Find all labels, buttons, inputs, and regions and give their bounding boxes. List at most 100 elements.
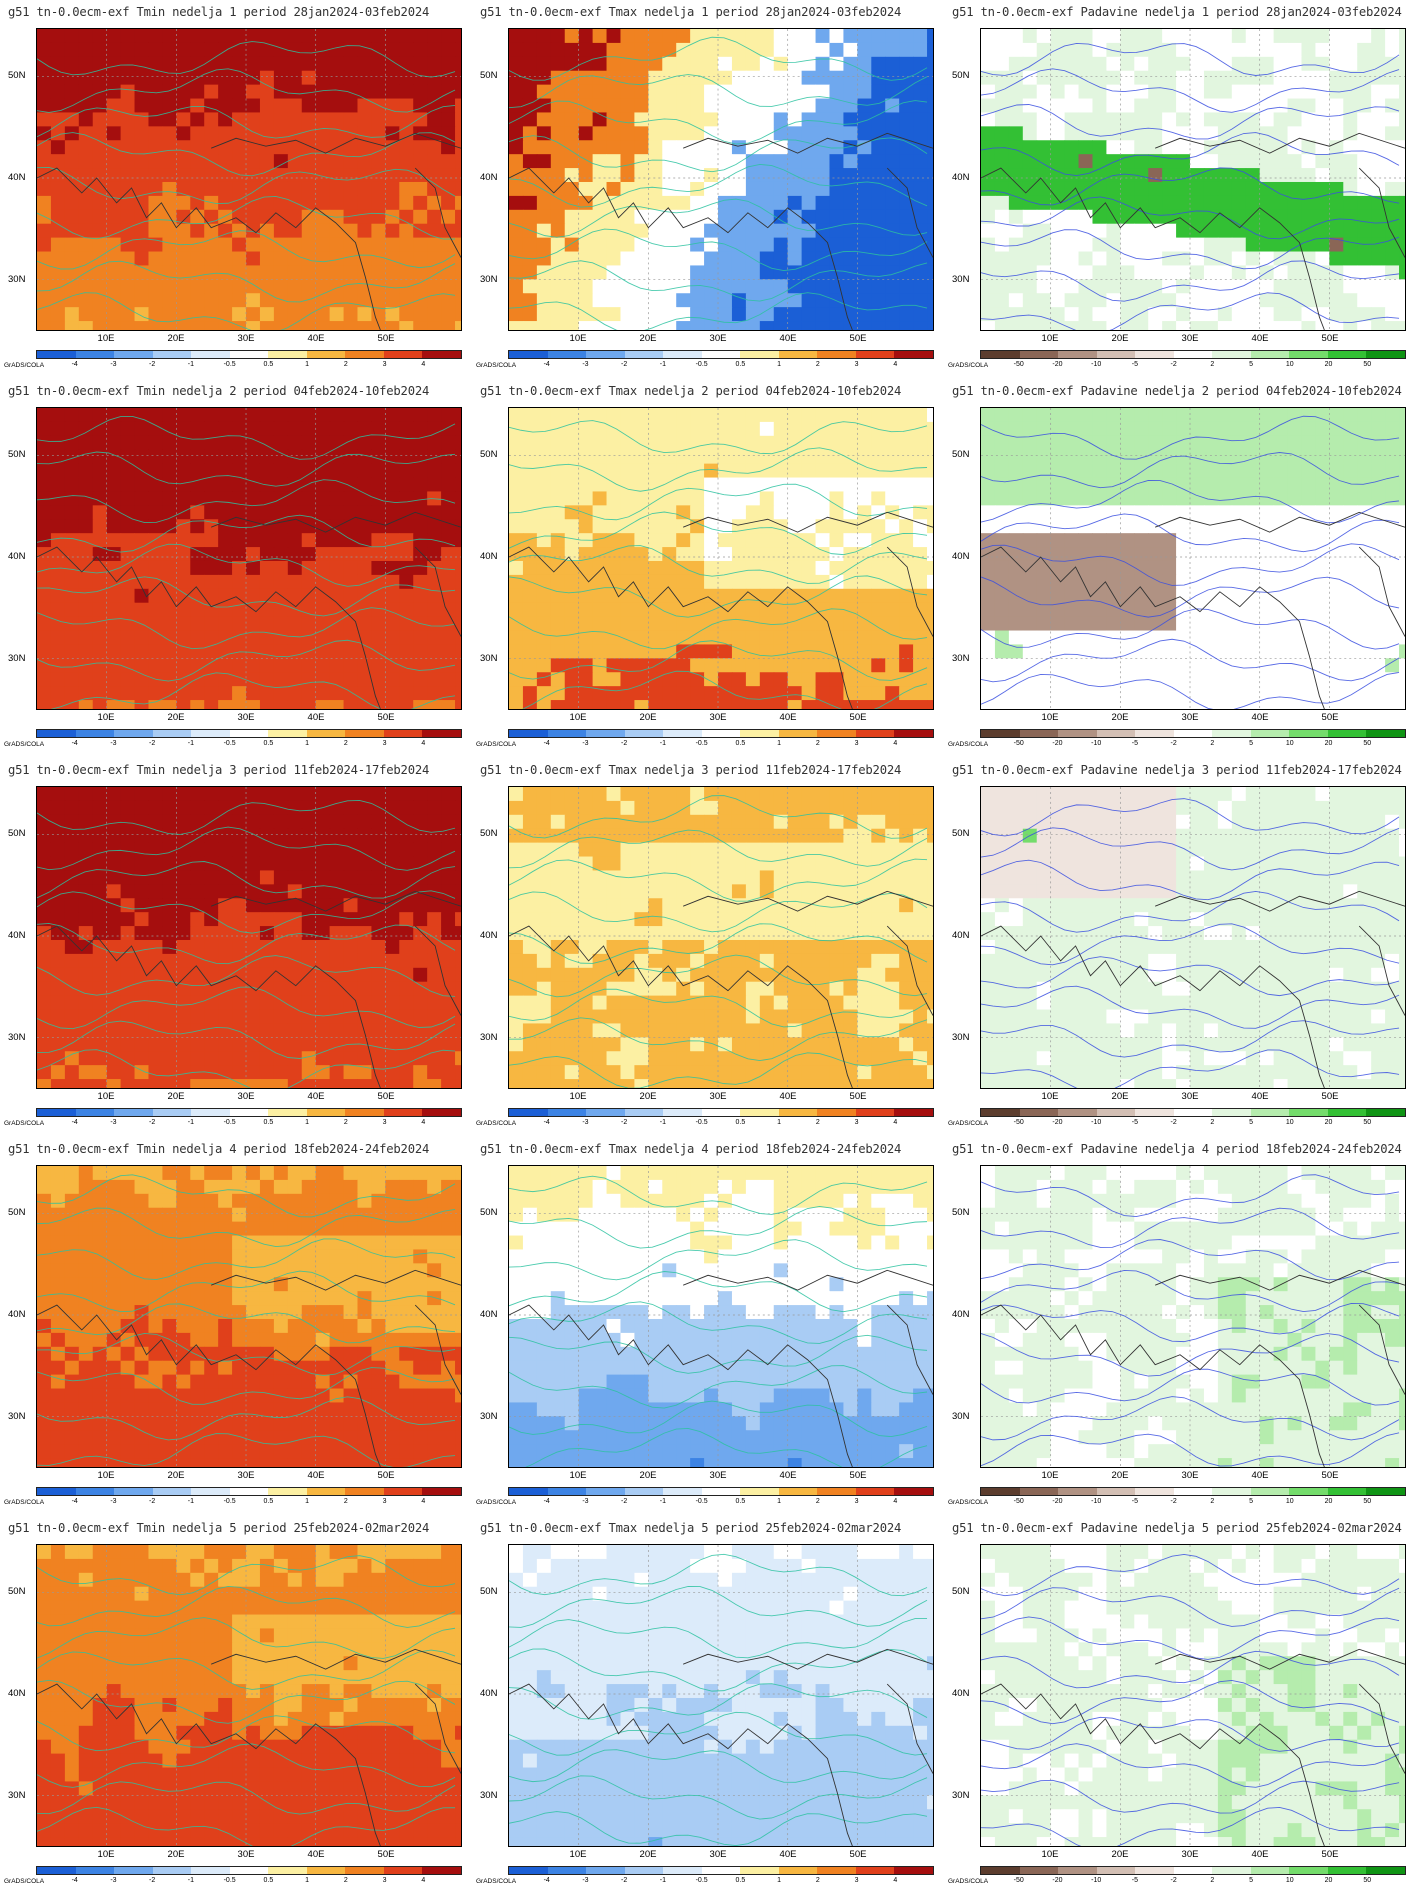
- field-cell: [357, 435, 372, 451]
- field-cell: [913, 588, 928, 604]
- field-cell: [78, 126, 94, 141]
- field-cell: [1050, 700, 1066, 709]
- field-cell: [1315, 84, 1330, 100]
- field-cell: [1287, 112, 1302, 127]
- field-cell: [857, 686, 872, 701]
- colorbar-swatch: [114, 730, 153, 737]
- field-cell: [1190, 700, 1205, 709]
- colorbar: [508, 729, 934, 738]
- field-cell: [441, 519, 456, 534]
- field-cell: [1120, 463, 1135, 479]
- field-cell: [1022, 279, 1038, 294]
- field-cell: [120, 181, 136, 197]
- field-cell: [427, 856, 442, 871]
- field-cell: [134, 939, 149, 955]
- field-cell: [1217, 672, 1233, 687]
- field-cell: [843, 435, 858, 451]
- field-cell: [620, 112, 635, 127]
- field-cell: [773, 672, 789, 687]
- field-cell: [1301, 449, 1316, 465]
- field-cell: [413, 533, 428, 548]
- field-cell: [913, 616, 928, 632]
- field-cell: [927, 644, 933, 659]
- field-cell: [759, 42, 775, 58]
- field-cell: [1064, 321, 1080, 330]
- field-cell: [120, 154, 136, 169]
- field-cell: [620, 421, 635, 437]
- field-cell: [190, 870, 205, 885]
- field-cell: [204, 939, 219, 955]
- field-cell: [773, 463, 789, 479]
- field-cell: [385, 408, 400, 423]
- field-cell: [1050, 463, 1066, 479]
- field-cell: [120, 265, 136, 280]
- field-cell: [218, 42, 233, 58]
- field-cell: [843, 408, 858, 423]
- field-cell: [1231, 56, 1247, 72]
- field-cell: [994, 588, 1010, 604]
- colorbar-label: 3: [854, 361, 859, 368]
- field-cell: [745, 321, 761, 330]
- field-cell: [120, 112, 136, 127]
- field-cell: [1259, 616, 1275, 632]
- field-cell: [1371, 602, 1386, 618]
- field-cell: [509, 126, 524, 141]
- field-cell: [176, 912, 191, 927]
- field-cell: [218, 237, 233, 253]
- field-cell: [413, 787, 428, 802]
- field-cell: [1357, 491, 1372, 506]
- field-cell: [287, 223, 303, 239]
- field-cell: [773, 421, 789, 437]
- field-cell: [1259, 519, 1275, 534]
- field-cell: [273, 195, 289, 211]
- map-panel: g51 tn-0.0ecm-exf Tmin nedelja 2 period …: [0, 379, 472, 758]
- field-cell: [64, 787, 80, 802]
- field-cell: [815, 658, 830, 673]
- field-cell: [662, 223, 677, 239]
- field-cell: [1217, 560, 1233, 576]
- field-cell: [1301, 56, 1316, 72]
- field-cell: [1120, 181, 1135, 197]
- field-cell: [1301, 588, 1316, 604]
- field-cell: [899, 237, 914, 253]
- field-cell: [1162, 435, 1177, 451]
- field-cell: [134, 644, 149, 659]
- field-cell: [1287, 56, 1302, 72]
- field-cell: [1357, 477, 1372, 492]
- field-cell: [731, 421, 747, 437]
- field-cell: [857, 209, 872, 225]
- field-cell: [536, 491, 552, 506]
- field-cell: [1022, 435, 1038, 451]
- field-cell: [259, 279, 275, 294]
- field-cell: [857, 251, 872, 266]
- field-cell: [718, 672, 733, 687]
- field-cell: [246, 505, 261, 520]
- field-cell: [1315, 237, 1330, 253]
- field-cell: [357, 195, 372, 211]
- field-cell: [78, 463, 94, 479]
- field-cell: [1231, 616, 1247, 632]
- field-cell: [50, 98, 66, 113]
- field-cell: [148, 602, 163, 618]
- field-cell: [1036, 463, 1052, 479]
- colorbar-label: 3: [382, 740, 387, 747]
- field-cell: [106, 574, 122, 590]
- field-cell: [1022, 112, 1038, 127]
- field-cell: [1078, 491, 1093, 506]
- field-cell: [745, 560, 761, 576]
- field-cell: [1050, 560, 1066, 576]
- field-cell: [287, 686, 303, 701]
- field-cell: [676, 630, 691, 645]
- field-cell: [745, 491, 761, 506]
- field-cell: [1008, 98, 1024, 113]
- field-cell: [455, 560, 461, 576]
- field-cell: [357, 912, 372, 927]
- field-cell: [413, 560, 428, 576]
- field-cell: [1259, 251, 1275, 266]
- field-cell: [787, 602, 803, 618]
- field-cell: [301, 787, 317, 802]
- field-cell: [606, 491, 621, 506]
- colorbar-label: 2: [1210, 361, 1215, 368]
- field-cell: [981, 307, 996, 322]
- field-cell: [399, 686, 414, 701]
